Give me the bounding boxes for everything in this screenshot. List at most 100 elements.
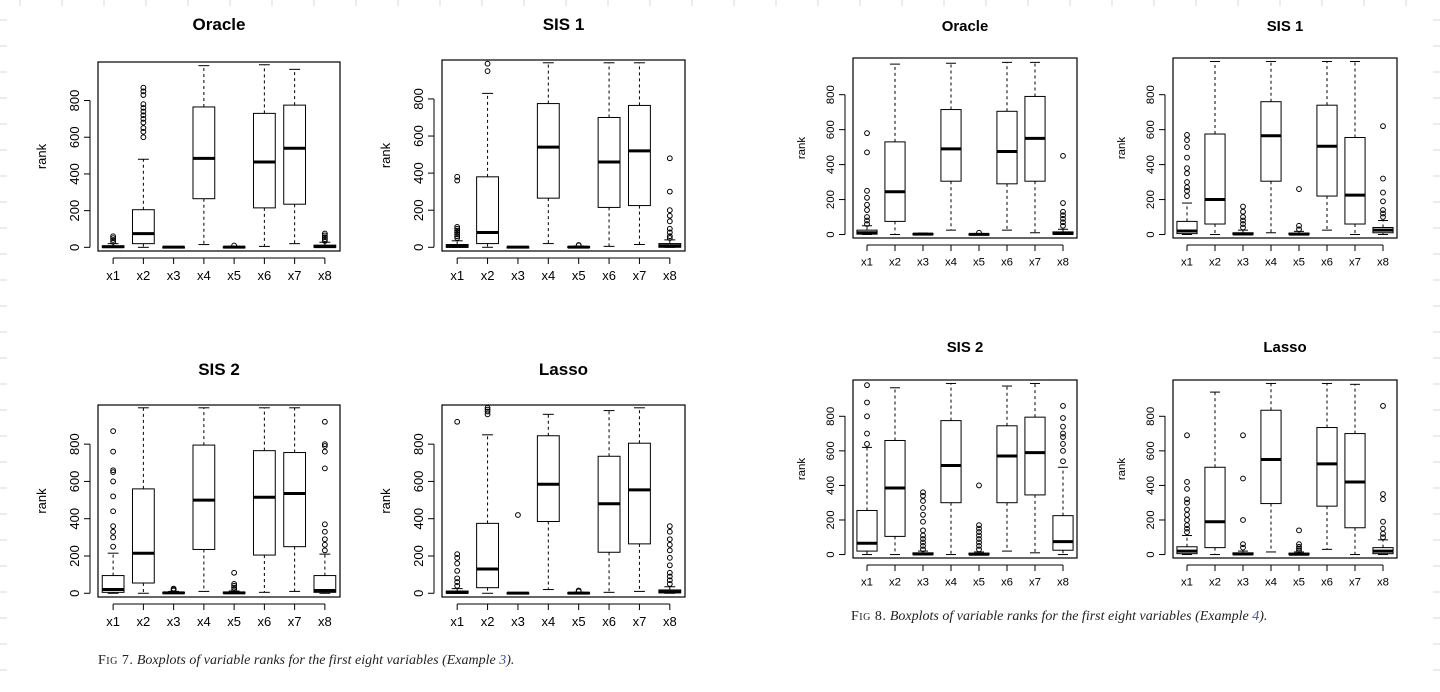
outlier-point <box>666 207 673 214</box>
outlier-point <box>1380 198 1386 205</box>
outlier-point <box>666 523 673 530</box>
outlier-point <box>321 536 328 543</box>
outlier-point <box>666 225 673 232</box>
plot-frame <box>852 57 1078 239</box>
x-tick-label: x6 <box>258 614 272 629</box>
outlier-point <box>1380 496 1386 503</box>
outlier-point <box>666 229 673 236</box>
outlier-point <box>1380 210 1386 217</box>
outlier-point <box>666 536 673 543</box>
outlier-point <box>920 539 926 546</box>
outlier-point <box>1184 179 1190 185</box>
panel-title: SIS 2 <box>947 339 984 356</box>
figure-8-caption-text: Boxplots of variable ranks for the first… <box>889 609 1253 624</box>
outlier-point <box>666 212 673 219</box>
box-x6 <box>597 62 621 247</box>
outlier-point <box>321 443 328 449</box>
box-x3 <box>1232 432 1254 556</box>
y-tick-label: 600 <box>67 126 82 148</box>
outlier-point <box>140 101 147 108</box>
y-tick-label: 0 <box>1145 551 1157 557</box>
outlier-point <box>1184 485 1190 492</box>
y-axis-label: rank <box>378 142 393 168</box>
outlier-point <box>1380 214 1386 220</box>
outlier-point <box>110 448 117 455</box>
iqr-box <box>1344 137 1366 225</box>
outlier-point <box>321 448 328 455</box>
outlier-point <box>864 382 870 389</box>
outlier-point <box>666 155 673 162</box>
outlier-point <box>575 242 582 248</box>
x-tick-label: x4 <box>541 268 555 283</box>
x-tick-label: x4 <box>945 576 958 588</box>
y-tick-label: 600 <box>1145 441 1157 460</box>
x-tick-label: x3 <box>1237 256 1249 268</box>
outlier-point <box>454 582 461 589</box>
iqr-box <box>313 575 337 593</box>
outlier-point <box>170 585 177 592</box>
outlier-point <box>1184 525 1190 532</box>
figure-7-caption: Fig 7. Boxplots of variable ranks for th… <box>98 653 514 669</box>
outlier-point <box>1060 415 1066 421</box>
plot-frame <box>97 404 341 598</box>
outlier-point <box>666 188 673 195</box>
x-tick-label: x3 <box>1237 576 1249 588</box>
box-x5 <box>222 242 246 249</box>
box-x1 <box>445 173 469 248</box>
x-tick-label: x6 <box>1001 256 1013 268</box>
x-tick-label: x2 <box>481 268 495 283</box>
y-tick-label: 400 <box>411 162 426 184</box>
outlier-point <box>515 512 521 518</box>
outlier-point <box>1060 222 1066 229</box>
x-tick-label: x6 <box>1321 256 1333 268</box>
example-4-link[interactable]: 4 <box>1252 609 1260 624</box>
box-x4 <box>192 407 216 592</box>
figure-8-caption-label: Fig 8. <box>851 609 887 624</box>
box-x6 <box>1316 60 1338 231</box>
y-tick-label: 400 <box>825 155 837 174</box>
x-tick-label: x8 <box>1377 576 1389 588</box>
y-tick-label: 800 <box>825 85 837 104</box>
outlier-point <box>110 528 117 535</box>
iqr-box <box>940 109 962 182</box>
box-x1 <box>856 130 878 236</box>
outlier-point <box>1184 154 1190 161</box>
outlier-point <box>666 577 673 584</box>
box-x7 <box>1024 61 1046 234</box>
outlier-point <box>1380 175 1386 182</box>
box-x8 <box>313 418 337 594</box>
x-tick-label: x7 <box>1349 576 1361 588</box>
x-tick-label: x7 <box>1349 256 1361 268</box>
y-tick-label: 800 <box>1145 85 1157 104</box>
outlier-point <box>666 554 673 561</box>
outlier-point <box>864 207 870 213</box>
box-x7 <box>283 407 307 592</box>
plot-frame <box>852 379 1078 559</box>
y-tick-label: 0 <box>67 590 82 597</box>
y-tick-label: 400 <box>825 476 837 495</box>
y-axis-label: rank <box>34 488 49 514</box>
boxplot-panel-sis-1-fig8: SIS 1 0 200 400 600 800 rank x1 x2 x3 x4 x5 x6 x7 x8 <box>1116 18 1398 268</box>
iqr-box <box>1052 515 1074 551</box>
x-tick-label: x7 <box>633 268 647 283</box>
outlier-point <box>920 504 926 511</box>
outlier-point <box>976 543 982 549</box>
x-tick-label: x8 <box>318 268 332 283</box>
x-tick-label: x1 <box>861 256 873 268</box>
outlier-point <box>1296 543 1302 550</box>
x-tick-label: x7 <box>633 614 647 629</box>
box-x3 <box>162 585 186 595</box>
outlier-point <box>1296 527 1302 534</box>
outlier-point <box>110 467 117 474</box>
outlier-point <box>321 232 328 239</box>
outlier-point <box>1184 496 1190 503</box>
y-tick-label: 600 <box>67 471 82 493</box>
outlier-point <box>110 235 117 242</box>
outlier-point <box>976 229 982 236</box>
box-x5 <box>222 569 246 595</box>
outlier-point <box>231 581 238 587</box>
example-3-link[interactable]: 3 <box>499 653 507 668</box>
outlier-point <box>666 528 673 535</box>
x-tick-label: x4 <box>1265 576 1278 588</box>
y-tick-label: 200 <box>1145 190 1157 209</box>
